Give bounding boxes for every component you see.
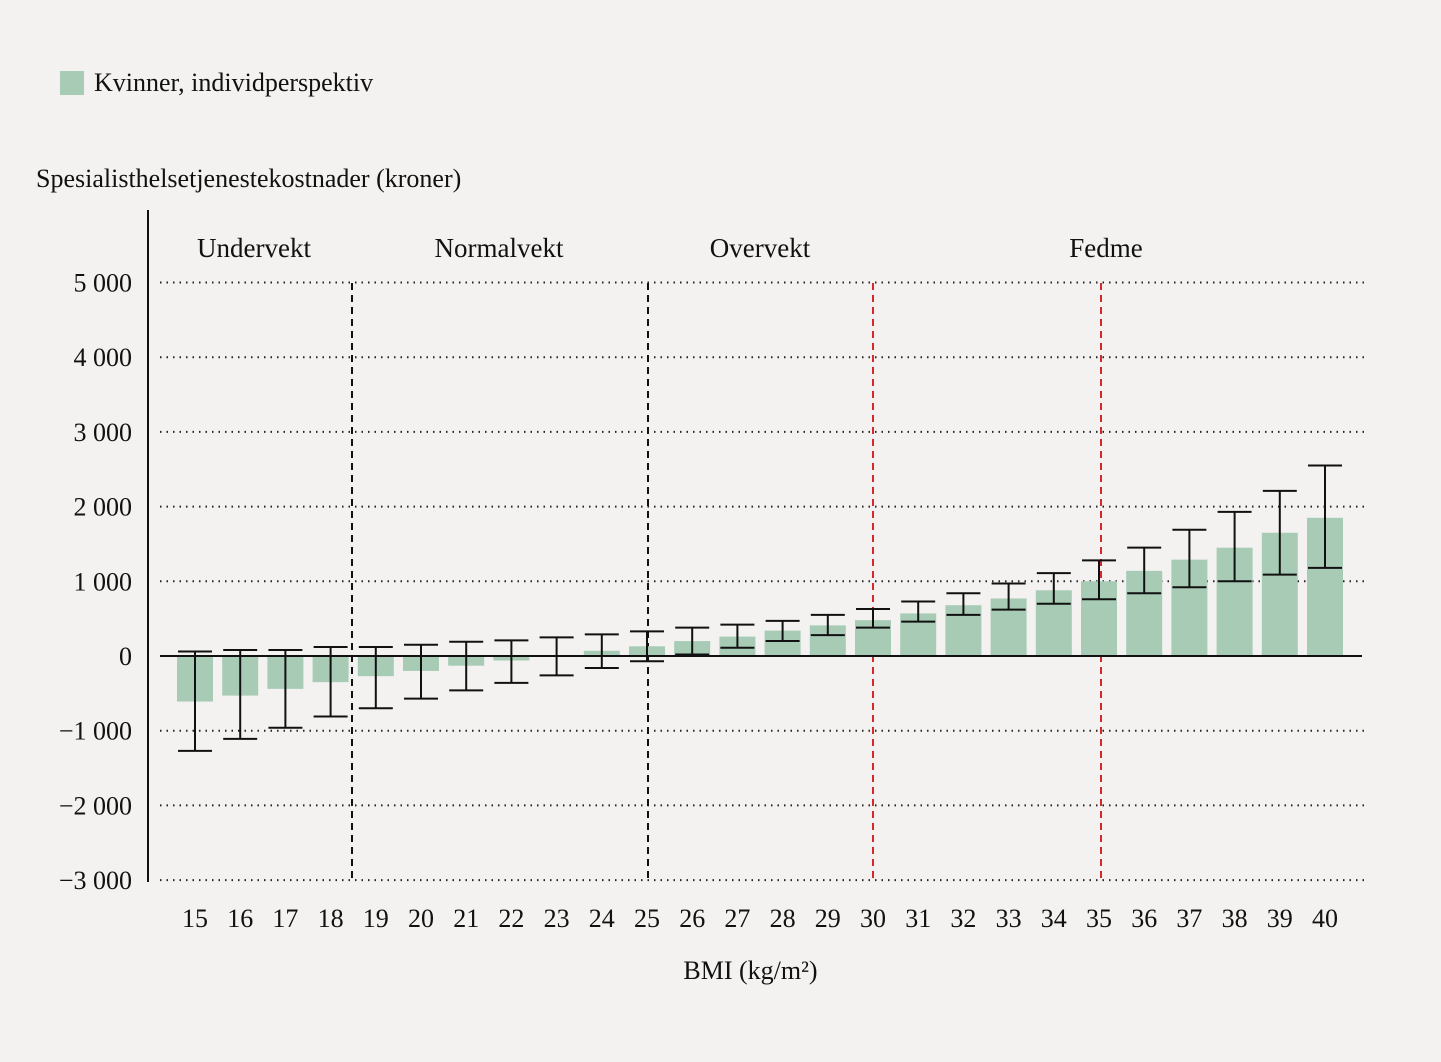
legend-label: Kvinner, individperspektiv	[94, 68, 374, 97]
x-tick-label: 34	[1041, 904, 1067, 933]
legend: Kvinner, individperspektiv	[60, 68, 373, 98]
y-tick-label: −1 000	[59, 717, 132, 746]
x-tick-label: 16	[227, 904, 253, 933]
y-tick-label: −3 000	[59, 866, 132, 895]
band-label: Fedme	[1069, 233, 1143, 263]
band-label: Undervekt	[197, 233, 311, 263]
y-tick-label: −2 000	[59, 791, 132, 820]
y-tick-label: 5 000	[74, 269, 133, 298]
x-axis-title: BMI (kg/m²)	[683, 956, 818, 985]
y-tick-label: 3 000	[74, 418, 133, 447]
x-tick-label: 15	[182, 904, 208, 933]
x-tick-label: 26	[679, 904, 705, 933]
y-tick-label: 0	[119, 642, 132, 671]
x-tick-label: 19	[363, 904, 389, 933]
x-tick-label: 23	[544, 904, 570, 933]
x-tick-label: 28	[770, 904, 796, 933]
y-tick-label: 4 000	[74, 343, 133, 372]
y-tick-label: 1 000	[74, 567, 133, 596]
x-tick-label: 31	[905, 904, 931, 933]
x-tick-label: 20	[408, 904, 434, 933]
legend-swatch	[60, 71, 84, 95]
x-tick-label: 27	[724, 904, 750, 933]
band-label: Overvekt	[710, 233, 811, 263]
x-tick-label: 32	[950, 904, 976, 933]
x-tick-label: 37	[1176, 904, 1202, 933]
x-tick-label: 24	[589, 904, 615, 933]
x-tick-label: 21	[453, 904, 479, 933]
y-axis-title: Spesialisthelsetjenestekostnader (kroner…	[36, 164, 462, 193]
x-tick-label: 22	[498, 904, 524, 933]
x-tick-label: 36	[1131, 904, 1157, 933]
x-tick-label: 18	[318, 904, 344, 933]
x-tick-label: 17	[272, 904, 298, 933]
x-tick-label: 25	[634, 904, 660, 933]
x-tick-label: 38	[1222, 904, 1248, 933]
y-tick-label: 2 000	[74, 493, 133, 522]
x-tick-label: 29	[815, 904, 841, 933]
x-tick-label: 39	[1267, 904, 1293, 933]
x-tick-label: 40	[1312, 904, 1338, 933]
band-label: Normalvekt	[435, 233, 564, 263]
x-tick-label: 30	[860, 904, 886, 933]
x-tick-label: 35	[1086, 904, 1112, 933]
x-tick-label: 33	[996, 904, 1022, 933]
